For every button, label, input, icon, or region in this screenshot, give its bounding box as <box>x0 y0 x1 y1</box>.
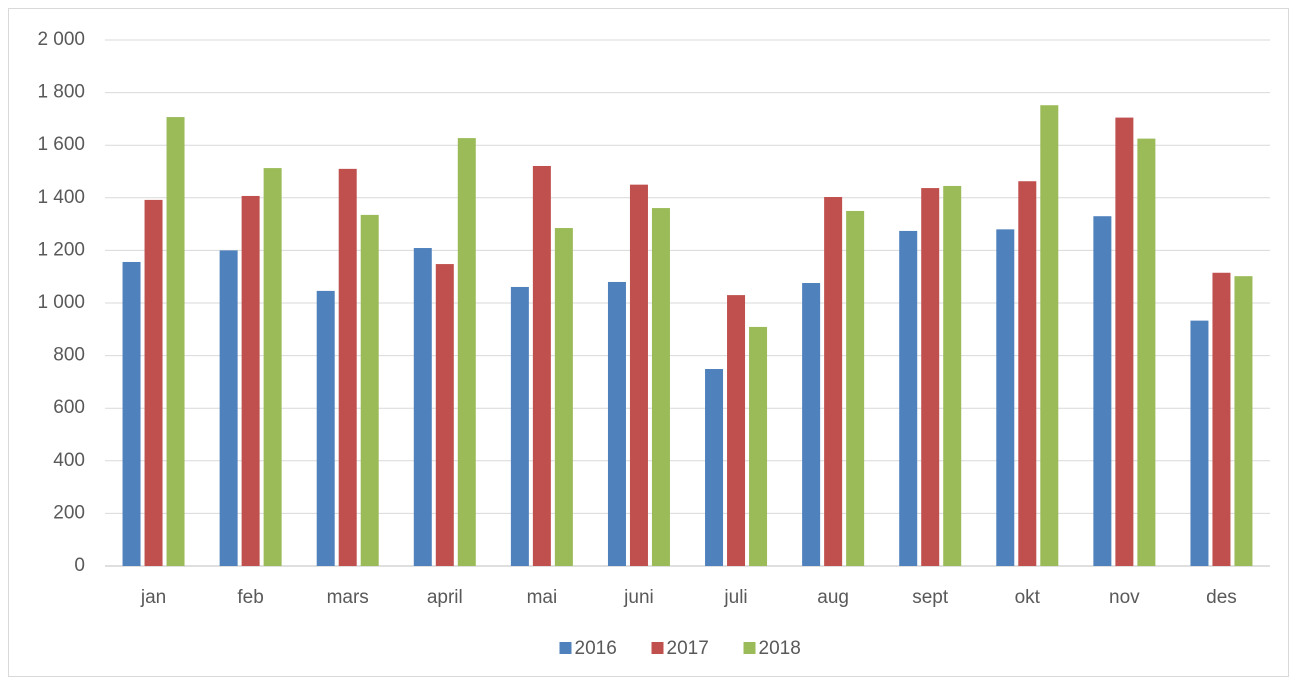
bar <box>144 199 163 567</box>
bar <box>943 185 962 566</box>
x-tick-label: juni <box>623 587 654 608</box>
bar <box>166 117 185 567</box>
y-tick-label: 600 <box>53 397 85 418</box>
bar <box>457 138 476 566</box>
y-tick-label: 1 400 <box>37 187 85 208</box>
legend-label: 2017 <box>667 638 709 659</box>
bar <box>338 168 357 566</box>
bar <box>360 214 379 566</box>
bar <box>554 228 573 567</box>
bar <box>802 283 821 566</box>
bar <box>1190 320 1209 566</box>
bar <box>607 281 626 566</box>
bar <box>749 326 768 566</box>
y-tick-label: 2 000 <box>37 29 85 50</box>
x-tick-label: mars <box>327 587 369 608</box>
bar <box>435 264 454 566</box>
x-tick-label: okt <box>1015 587 1041 608</box>
bar <box>219 250 238 566</box>
x-tick-label: des <box>1206 587 1237 608</box>
bar <box>1093 216 1112 566</box>
x-tick-label: aug <box>817 587 849 608</box>
bar <box>1234 276 1253 566</box>
bar <box>263 168 282 566</box>
legend-swatch <box>559 642 572 654</box>
bar <box>1115 117 1134 567</box>
y-tick-label: 400 <box>53 450 85 471</box>
bar <box>316 290 335 566</box>
legend-swatch <box>651 642 664 654</box>
bar <box>1040 105 1059 566</box>
bar <box>705 369 724 566</box>
y-tick-label: 0 <box>74 555 85 576</box>
bar <box>413 248 432 566</box>
bar <box>1018 181 1037 566</box>
x-tick-label: juli <box>723 587 747 608</box>
bar <box>824 197 843 567</box>
bar <box>846 210 865 566</box>
bar <box>122 261 141 566</box>
legend-swatch <box>743 642 756 654</box>
bar <box>899 230 918 567</box>
x-tick-label: jan <box>140 587 166 608</box>
y-tick-label: 1 800 <box>37 82 85 103</box>
y-tick-label: 1 200 <box>37 239 85 260</box>
bar <box>510 286 529 566</box>
bar <box>532 165 551 567</box>
bar <box>651 208 670 566</box>
y-tick-label: 200 <box>53 502 85 523</box>
x-tick-label: april <box>427 587 463 608</box>
legend-label: 2016 <box>575 638 617 659</box>
bar <box>996 229 1015 567</box>
x-tick-label: mai <box>527 587 558 608</box>
x-tick-label: nov <box>1109 587 1140 608</box>
x-tick-label: sept <box>912 587 949 608</box>
bar <box>241 195 260 567</box>
bar <box>1137 138 1156 566</box>
y-tick-label: 1 600 <box>37 134 85 155</box>
x-tick-label: feb <box>237 587 263 608</box>
bar <box>921 188 940 566</box>
bar <box>629 184 648 566</box>
legend-label: 2018 <box>759 638 801 659</box>
bar <box>727 295 746 566</box>
bar <box>1212 272 1231 566</box>
y-tick-label: 1 000 <box>37 292 85 313</box>
y-tick-label: 800 <box>53 345 85 366</box>
